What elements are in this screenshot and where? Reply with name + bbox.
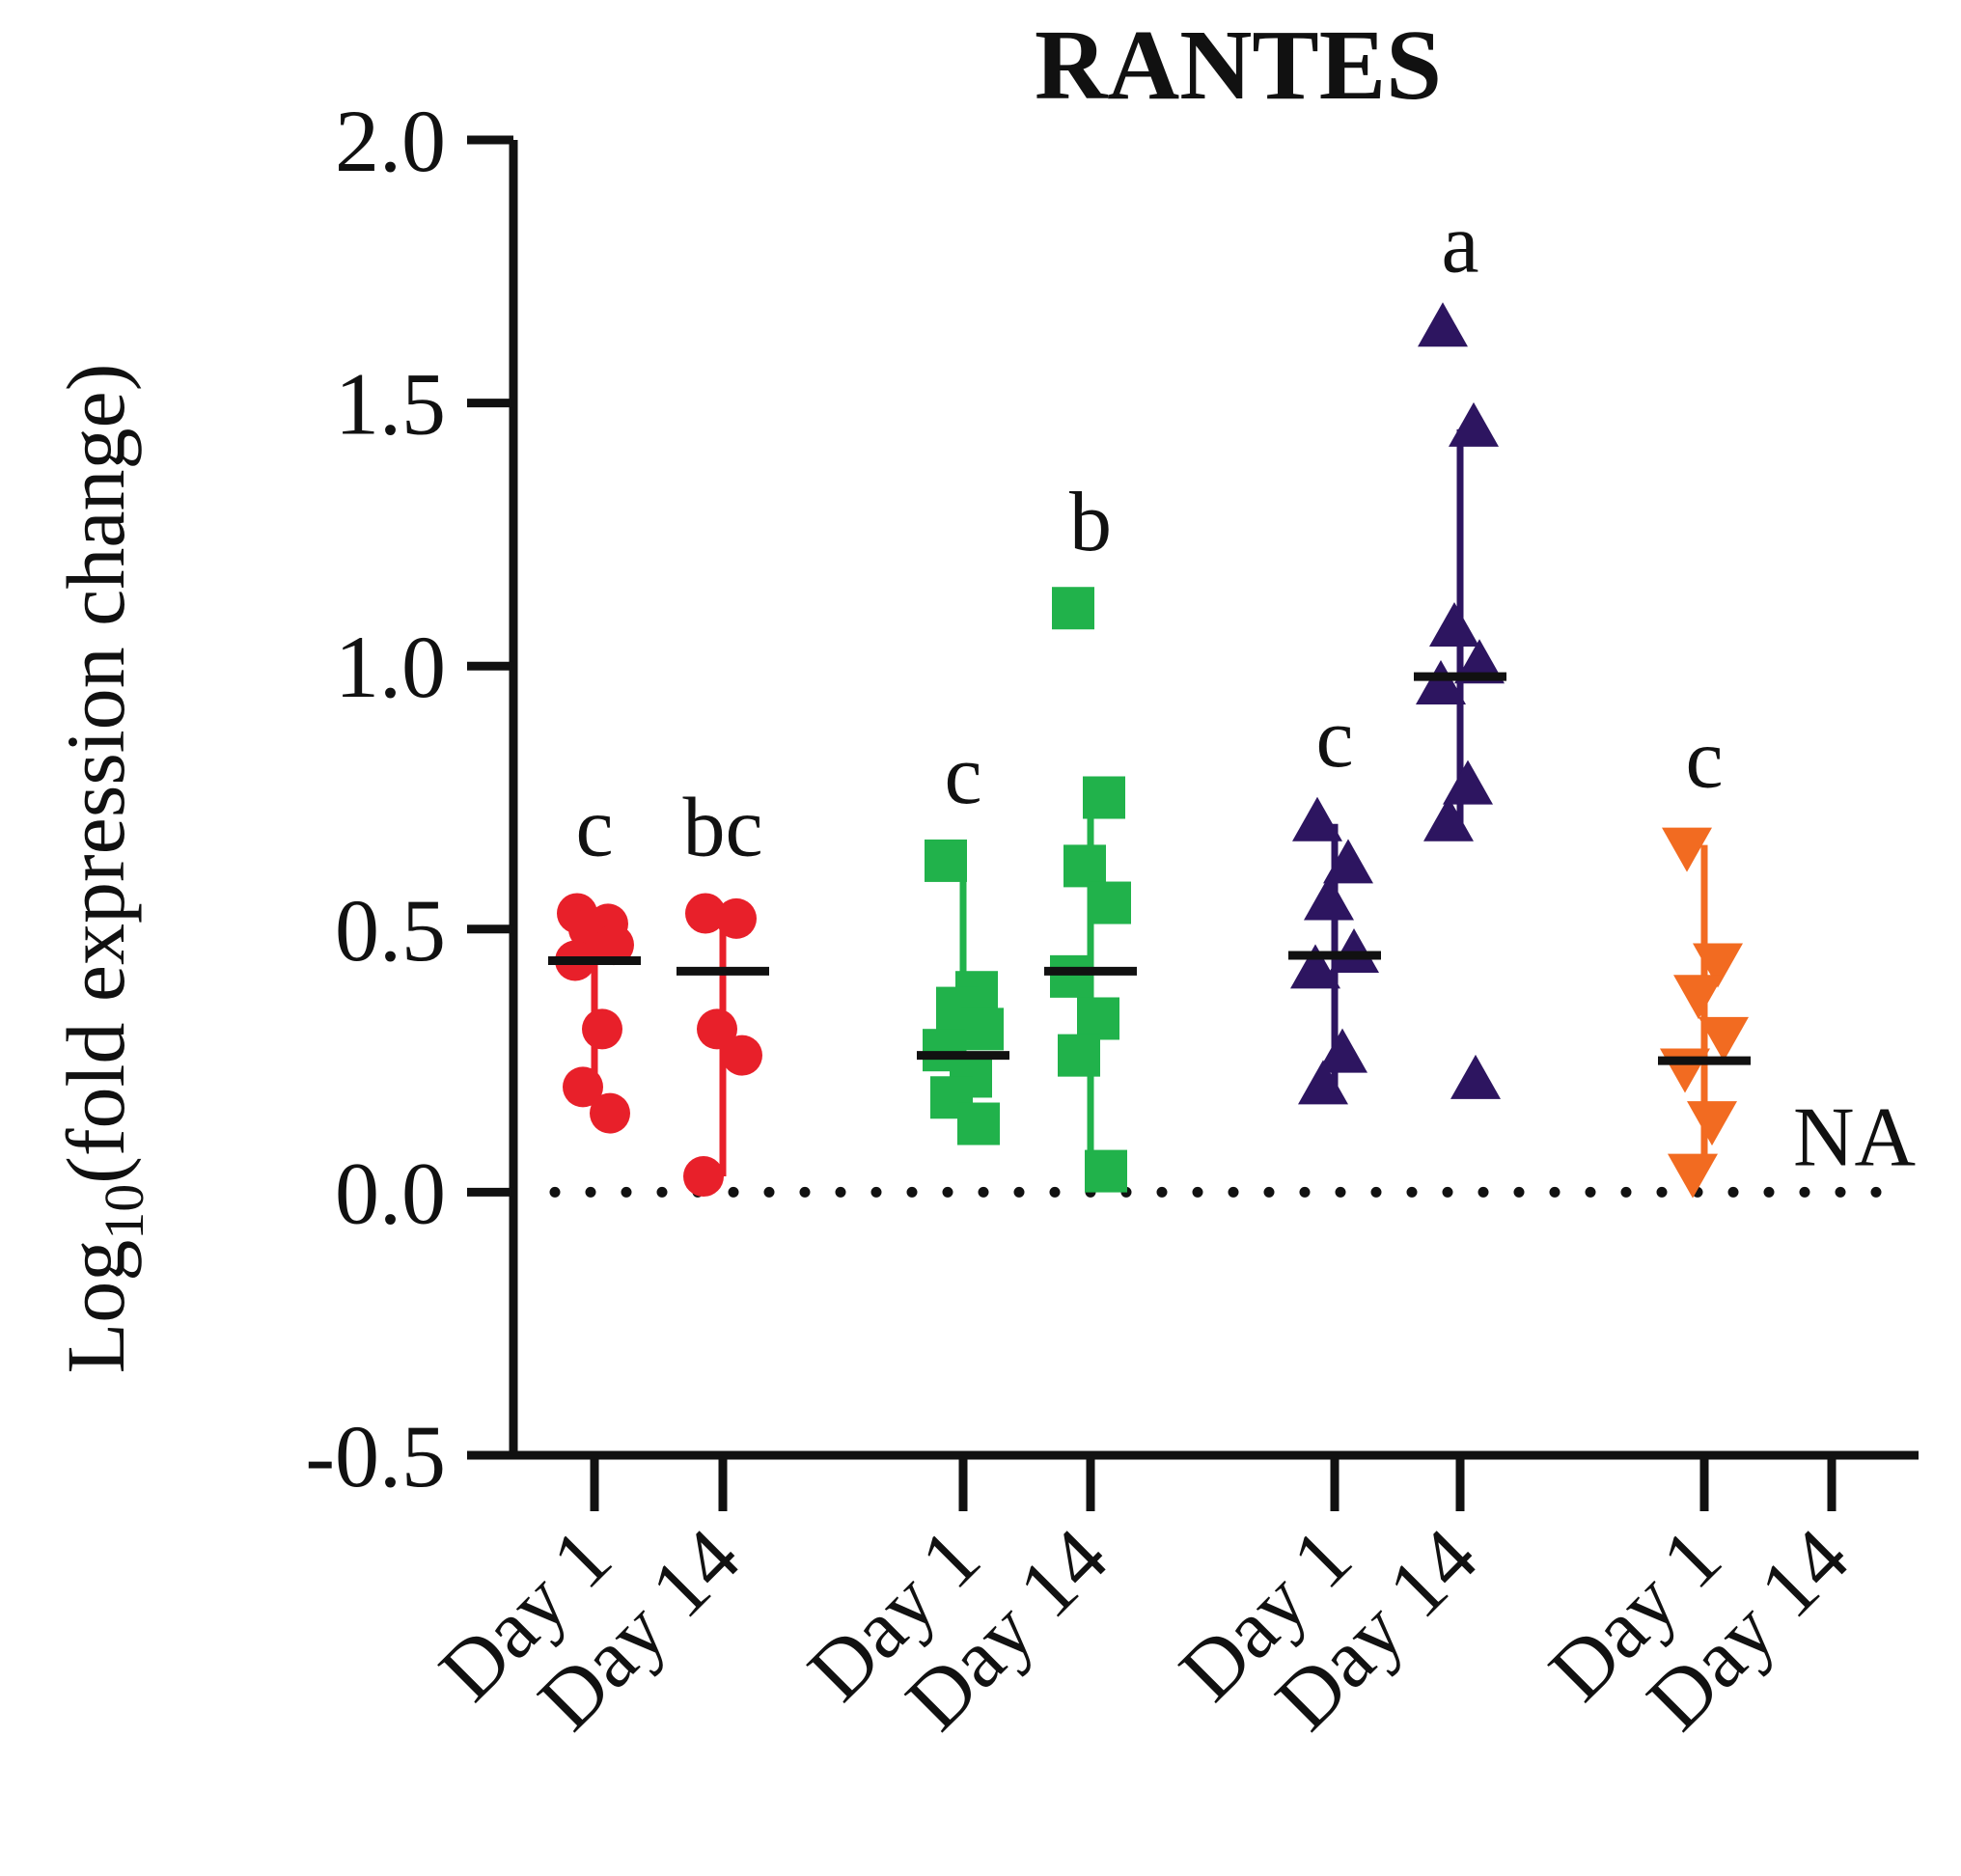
data-point bbox=[925, 839, 967, 882]
significance-letter: b bbox=[1069, 476, 1112, 569]
data-group: a bbox=[1414, 197, 1506, 1099]
significance-letter: a bbox=[1441, 197, 1478, 290]
data-point bbox=[1416, 660, 1466, 705]
y-axis-ticks: 2.0 1.5 1.0 0.5 0.0 -0.5 bbox=[305, 92, 513, 1505]
y-tick-label: 1.0 bbox=[335, 618, 446, 716]
significance-letter: c bbox=[944, 729, 981, 822]
data-point bbox=[1077, 997, 1119, 1040]
y-tick-label: 1.5 bbox=[335, 355, 446, 454]
data-point bbox=[590, 1092, 630, 1134]
data-point bbox=[1429, 602, 1479, 648]
data-point bbox=[594, 924, 634, 966]
data-point bbox=[1050, 954, 1092, 998]
data-point bbox=[961, 1007, 1004, 1051]
data-point bbox=[1418, 302, 1468, 347]
data-point bbox=[1329, 928, 1379, 974]
data-point bbox=[683, 1156, 724, 1198]
y-tick-label: 2.0 bbox=[335, 92, 446, 190]
data-point bbox=[1085, 1149, 1127, 1193]
data-group: c bbox=[548, 781, 641, 1134]
significance-letter: c bbox=[1315, 692, 1353, 786]
data-point bbox=[1423, 796, 1474, 841]
y-axis-label-main: Log bbox=[49, 1240, 142, 1374]
data-point bbox=[1323, 839, 1373, 884]
data-point bbox=[1449, 401, 1499, 447]
y-axis-label: Log10(fold expression change) bbox=[49, 364, 155, 1374]
data-point bbox=[1699, 1016, 1749, 1062]
data-point bbox=[1298, 1060, 1348, 1105]
axes bbox=[475, 140, 1919, 1460]
data-point bbox=[1450, 1054, 1501, 1099]
data-point bbox=[685, 893, 726, 934]
data-point bbox=[697, 1008, 737, 1050]
data-group: bc bbox=[677, 781, 769, 1198]
data-point bbox=[722, 1035, 762, 1076]
data-point bbox=[1292, 796, 1342, 841]
data-point bbox=[957, 1102, 1000, 1145]
y-tick-label: -0.5 bbox=[305, 1407, 446, 1505]
chart-title: RANTES bbox=[1035, 10, 1442, 121]
data-group: b bbox=[1044, 476, 1137, 1193]
data-point bbox=[1662, 827, 1712, 872]
data-point bbox=[1687, 1101, 1737, 1146]
data-group: c bbox=[1658, 713, 1751, 1199]
data-point bbox=[1058, 1034, 1100, 1077]
data-point bbox=[1290, 944, 1340, 989]
data-point bbox=[1673, 975, 1724, 1020]
significance-letter: bc bbox=[682, 781, 762, 874]
data-point bbox=[1089, 881, 1131, 924]
y-tick-label: 0.5 bbox=[335, 881, 446, 979]
data-point bbox=[1304, 875, 1354, 921]
data-point bbox=[582, 1008, 622, 1050]
data-point bbox=[1052, 587, 1094, 630]
significance-letter: c bbox=[575, 781, 613, 874]
data-point bbox=[1063, 844, 1106, 888]
y-axis-label-subscript: 10 bbox=[93, 1184, 155, 1240]
data-group: c bbox=[1288, 692, 1381, 1105]
x-axis-ticks bbox=[590, 1455, 1837, 1511]
data-point bbox=[1083, 776, 1125, 819]
data-point bbox=[1693, 943, 1743, 988]
y-tick-label: 0.0 bbox=[335, 1144, 446, 1242]
data-group: NA bbox=[1793, 1090, 1916, 1184]
data-point bbox=[1317, 1028, 1367, 1073]
data-point bbox=[1668, 1153, 1718, 1199]
data-point bbox=[563, 1066, 603, 1108]
data-point bbox=[716, 897, 757, 939]
significance-letter: NA bbox=[1793, 1090, 1916, 1184]
data-group: c bbox=[917, 729, 1009, 1145]
y-axis-label-rest: (fold expression change) bbox=[49, 364, 142, 1184]
data-point bbox=[1443, 759, 1493, 805]
significance-letter: c bbox=[1685, 713, 1723, 807]
